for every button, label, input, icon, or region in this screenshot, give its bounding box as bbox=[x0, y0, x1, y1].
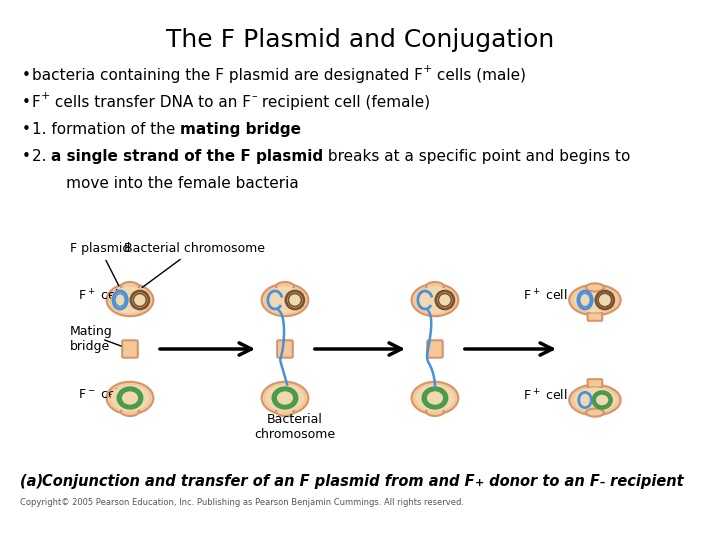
Ellipse shape bbox=[276, 282, 294, 291]
Text: Bacterial
chromosome: Bacterial chromosome bbox=[254, 409, 336, 441]
Ellipse shape bbox=[415, 287, 454, 313]
Ellipse shape bbox=[266, 287, 304, 313]
Text: recipient cell (female): recipient cell (female) bbox=[257, 95, 430, 110]
Ellipse shape bbox=[438, 294, 451, 307]
Text: •: • bbox=[22, 95, 31, 110]
Text: F$^+$ cell: F$^+$ cell bbox=[523, 288, 567, 303]
Ellipse shape bbox=[286, 291, 304, 309]
Ellipse shape bbox=[266, 384, 304, 411]
Text: mating bridge: mating bridge bbox=[180, 122, 301, 137]
FancyBboxPatch shape bbox=[588, 313, 602, 321]
Ellipse shape bbox=[586, 409, 604, 417]
Ellipse shape bbox=[276, 407, 294, 416]
Ellipse shape bbox=[570, 285, 621, 315]
Text: The F Plasmid and Conjugation: The F Plasmid and Conjugation bbox=[166, 28, 554, 52]
Text: +: + bbox=[41, 91, 50, 101]
Text: F$^+$ cell: F$^+$ cell bbox=[78, 288, 122, 303]
Ellipse shape bbox=[436, 291, 454, 309]
Text: donor to an F: donor to an F bbox=[484, 474, 600, 489]
FancyBboxPatch shape bbox=[588, 379, 602, 388]
Text: move into the female bacteria: move into the female bacteria bbox=[32, 176, 299, 191]
Ellipse shape bbox=[574, 287, 616, 313]
Ellipse shape bbox=[426, 282, 444, 291]
Ellipse shape bbox=[426, 407, 444, 416]
Text: Bacterial chromosome: Bacterial chromosome bbox=[125, 242, 266, 287]
Text: 1. formation of the: 1. formation of the bbox=[32, 122, 180, 137]
Text: (⁠a⁠): (⁠a⁠) bbox=[20, 474, 43, 489]
Text: Mating
bridge: Mating bridge bbox=[70, 325, 113, 353]
Ellipse shape bbox=[412, 284, 459, 316]
Ellipse shape bbox=[596, 291, 614, 309]
Ellipse shape bbox=[586, 284, 604, 292]
Text: F$^+$ cell: F$^+$ cell bbox=[523, 388, 567, 404]
FancyBboxPatch shape bbox=[427, 340, 443, 357]
Ellipse shape bbox=[107, 284, 153, 316]
Text: •: • bbox=[22, 68, 31, 83]
Text: +: + bbox=[423, 64, 432, 74]
Ellipse shape bbox=[121, 282, 139, 291]
Ellipse shape bbox=[111, 287, 149, 313]
Ellipse shape bbox=[133, 294, 146, 307]
Text: –: – bbox=[251, 91, 257, 101]
Text: F plasmid: F plasmid bbox=[70, 242, 130, 286]
Text: bacteria containing the F plasmid are designated F: bacteria containing the F plasmid are de… bbox=[32, 68, 423, 83]
Ellipse shape bbox=[111, 384, 149, 411]
Text: a single strand of the F plasmid: a single strand of the F plasmid bbox=[51, 149, 323, 164]
Text: F: F bbox=[32, 95, 41, 110]
Ellipse shape bbox=[415, 384, 454, 411]
Ellipse shape bbox=[131, 291, 149, 309]
Text: cells transfer DNA to an F: cells transfer DNA to an F bbox=[50, 95, 251, 110]
Ellipse shape bbox=[107, 382, 153, 414]
Ellipse shape bbox=[121, 407, 139, 416]
Ellipse shape bbox=[570, 384, 621, 415]
Ellipse shape bbox=[412, 382, 459, 414]
Text: recipient: recipient bbox=[606, 474, 684, 489]
Text: •: • bbox=[22, 122, 31, 137]
Text: Conjunction and transfer of an F plasmid from and F: Conjunction and transfer of an F plasmid… bbox=[42, 474, 474, 489]
Ellipse shape bbox=[261, 284, 308, 316]
Text: 2.: 2. bbox=[32, 149, 51, 164]
Ellipse shape bbox=[261, 382, 308, 414]
Text: +: + bbox=[474, 478, 484, 488]
FancyBboxPatch shape bbox=[122, 340, 138, 357]
Text: cells (male): cells (male) bbox=[432, 68, 526, 83]
Text: breaks at a specific point and begins to: breaks at a specific point and begins to bbox=[323, 149, 631, 164]
Ellipse shape bbox=[289, 294, 302, 307]
Text: –: – bbox=[600, 478, 606, 488]
Ellipse shape bbox=[598, 293, 611, 307]
Text: F$^-$ cell: F$^-$ cell bbox=[78, 387, 122, 401]
Text: Copyright© 2005 Pearson Education, Inc. Publishing as Pearson Benjamin Cummings.: Copyright© 2005 Pearson Education, Inc. … bbox=[20, 498, 464, 507]
Ellipse shape bbox=[574, 388, 616, 413]
FancyBboxPatch shape bbox=[277, 340, 293, 357]
Text: •: • bbox=[22, 149, 31, 164]
